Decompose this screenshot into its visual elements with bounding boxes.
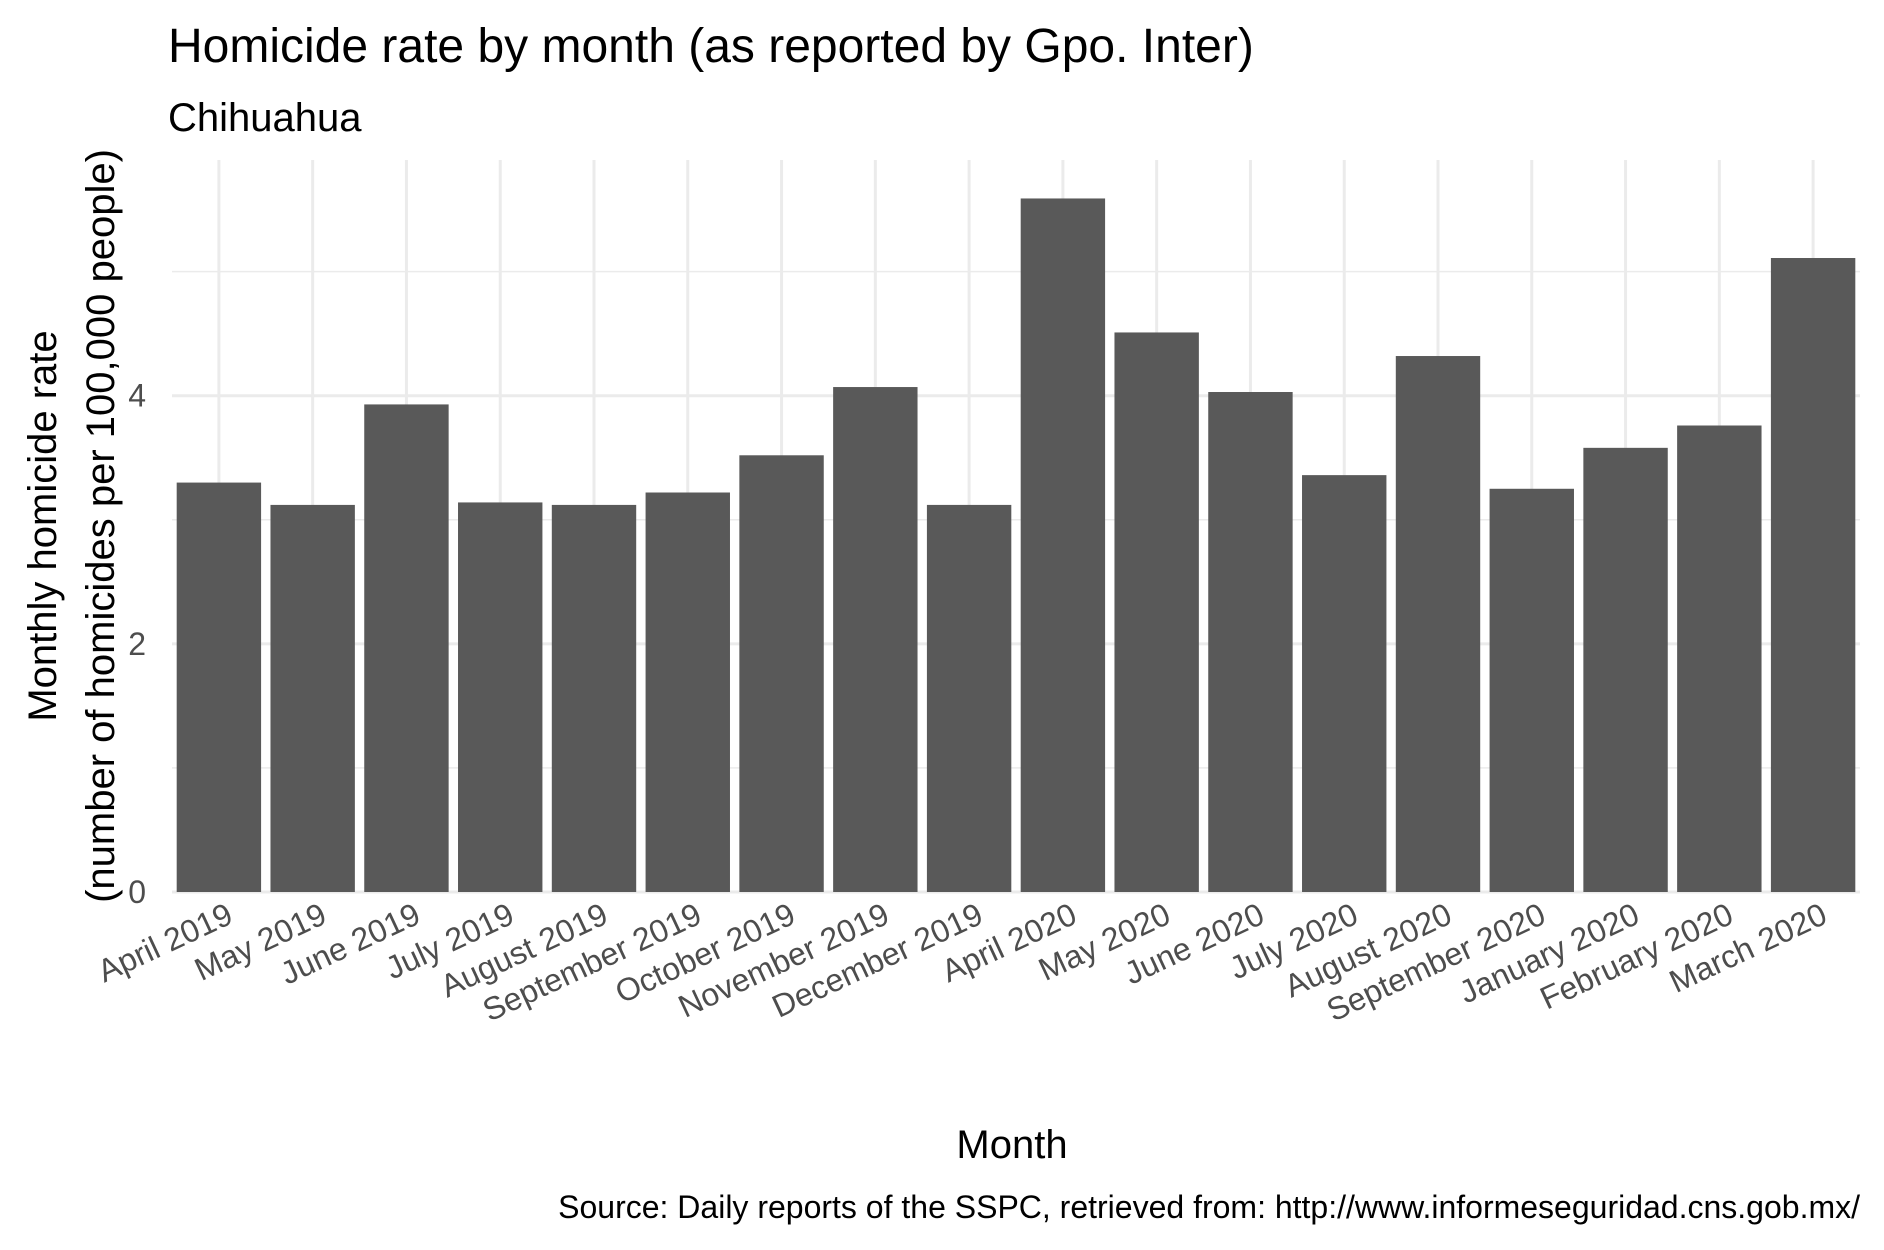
bar xyxy=(1677,425,1762,892)
bar xyxy=(645,492,730,892)
bar xyxy=(364,404,449,892)
x-axis-label: Month xyxy=(956,1123,1067,1167)
bar xyxy=(833,387,918,892)
bar xyxy=(1770,258,1856,892)
y-axis-label-line1: Monthly homicide rate xyxy=(21,330,65,721)
chart-subtitle: Chihuahua xyxy=(168,96,362,140)
bar xyxy=(176,482,262,892)
chart-title: Homicide rate by month (as reported by G… xyxy=(168,20,1254,73)
y-axis-label-line2: (number of homicides per 100,000 people) xyxy=(79,149,123,903)
bar xyxy=(1302,475,1387,892)
bar xyxy=(1395,356,1481,893)
bar xyxy=(1114,332,1199,892)
bar xyxy=(1020,198,1106,893)
y-tick-label: 4 xyxy=(128,378,146,414)
y-tick-label: 2 xyxy=(128,626,146,662)
bar xyxy=(1489,488,1574,892)
bar xyxy=(1583,447,1668,892)
bar xyxy=(551,504,637,892)
bar xyxy=(926,504,1012,892)
bars xyxy=(176,198,1856,893)
bar xyxy=(1208,392,1293,892)
bar xyxy=(270,504,355,892)
y-tick-label: 0 xyxy=(128,874,146,910)
bar xyxy=(739,455,824,892)
bar xyxy=(458,502,543,892)
y-axis-ticks: 0 2 4 xyxy=(128,378,146,910)
chart-caption: Source: Daily reports of the SSPC, retri… xyxy=(558,1189,1860,1225)
